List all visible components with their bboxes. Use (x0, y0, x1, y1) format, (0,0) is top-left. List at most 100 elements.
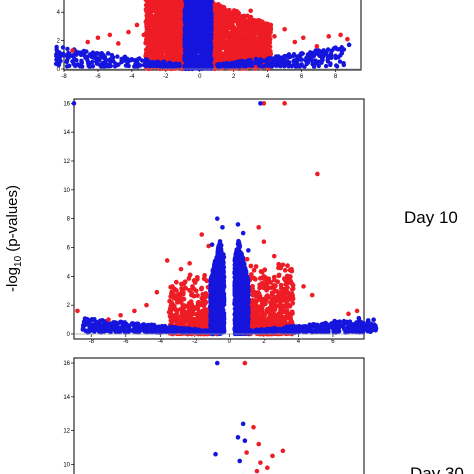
data-point (254, 28, 259, 33)
data-point (165, 40, 170, 46)
data-point (149, 52, 154, 58)
data-point (225, 39, 230, 45)
data-point (97, 57, 102, 63)
y-tick-label: 2 (57, 39, 61, 45)
data-point (165, 12, 171, 18)
data-point (70, 48, 75, 53)
data-point (218, 55, 223, 61)
data-point (206, 40, 211, 45)
y-tick-label: 4 (57, 10, 61, 16)
data-point (286, 52, 292, 57)
data-point (60, 45, 66, 50)
data-point (246, 33, 252, 39)
data-point (115, 54, 120, 59)
data-point (199, 59, 204, 64)
x-tick-label: -2 (192, 339, 198, 345)
data-point (187, 28, 192, 34)
data-point (334, 63, 339, 68)
data-point (214, 36, 220, 42)
data-point (311, 50, 316, 55)
data-point (154, 50, 159, 56)
data-point (101, 64, 107, 69)
data-point (126, 29, 131, 35)
y-tick-label: 6 (67, 245, 71, 251)
data-point (255, 49, 261, 54)
data-point (67, 51, 72, 56)
data-point (107, 57, 113, 62)
x-tick-label: -8 (61, 74, 67, 80)
data-point (148, 4, 154, 9)
data-point (323, 63, 329, 69)
data-point (167, 26, 172, 31)
data-point (73, 62, 79, 67)
data-point (134, 22, 140, 28)
data-point (186, 13, 191, 19)
x-tick-label: 8 (334, 74, 338, 80)
x-tick-label: 2 (262, 339, 266, 345)
data-point (231, 8, 237, 13)
data-point (146, 18, 152, 24)
data-point (220, 45, 226, 51)
y-tick-label: 16 (63, 101, 70, 107)
data-point (162, 61, 167, 66)
data-point (187, 272, 193, 278)
data-point (217, 40, 222, 45)
data-point (184, 4, 189, 10)
data-point (168, 294, 174, 299)
data-point (266, 44, 271, 50)
data-point (226, 18, 231, 24)
data-point (175, 33, 180, 38)
data-point (132, 58, 138, 63)
data-point (79, 60, 85, 65)
data-point (183, 22, 189, 28)
data-point (220, 27, 226, 32)
data-point (282, 53, 287, 59)
data-point (203, 19, 208, 25)
data-point (173, 24, 178, 29)
data-point (195, 11, 200, 16)
data-point (194, 37, 200, 43)
data-point (156, 59, 162, 65)
data-point (220, 35, 225, 40)
data-point (220, 62, 226, 67)
y-tick-label: 14 (63, 130, 70, 136)
data-point (252, 37, 257, 42)
data-point (103, 60, 108, 65)
x-tick-label: 6 (300, 74, 304, 80)
data-point (175, 47, 181, 52)
data-point (173, 63, 179, 69)
data-point (161, 55, 166, 61)
data-point (157, 7, 162, 13)
data-point (151, 0, 156, 5)
x-tick-label: -6 (123, 339, 129, 345)
data-point (178, 2, 183, 8)
data-point (319, 55, 325, 60)
data-point (162, 38, 167, 44)
data-point (209, 12, 214, 17)
data-point (235, 40, 240, 45)
data-point (164, 52, 169, 58)
data-point (256, 19, 262, 25)
data-point (143, 39, 149, 44)
data-point (221, 5, 227, 10)
data-point (168, 49, 174, 54)
data-point (196, 30, 202, 35)
data-point (257, 63, 262, 68)
data-point (85, 39, 91, 45)
data-point (74, 52, 79, 57)
data-point (275, 58, 281, 64)
data-point (190, 54, 196, 59)
data-point (314, 43, 320, 49)
data-point (152, 19, 157, 25)
data-point (341, 62, 347, 68)
data-point (205, 34, 210, 40)
data-point (190, 61, 196, 66)
data-point (238, 63, 243, 69)
data-point (155, 2, 160, 8)
data-point (226, 11, 231, 16)
data-point (223, 31, 228, 36)
data-point (172, 1, 177, 6)
data-point (333, 45, 338, 50)
data-point (273, 54, 279, 59)
data-point (64, 59, 70, 65)
